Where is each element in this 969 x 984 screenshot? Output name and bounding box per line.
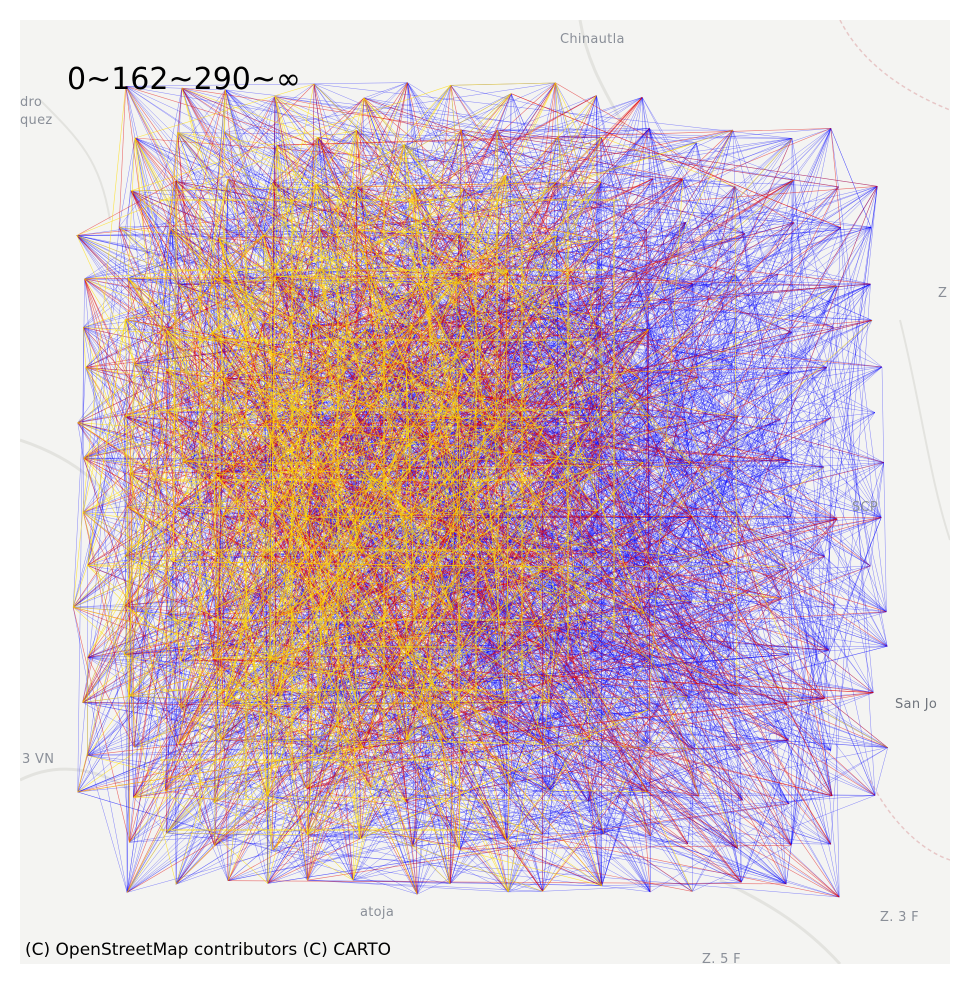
map-canvas[interactable]: Chinautla dro quez SCP San Jo 3 VN atoja… bbox=[20, 20, 950, 964]
place-label-z5f: Z. 5 F bbox=[702, 952, 741, 964]
place-label-3vn: 3 VN bbox=[22, 752, 55, 767]
place-label-chinautla: Chinautla bbox=[560, 32, 625, 47]
flow-network-map bbox=[20, 20, 950, 964]
place-label-z3f: Z. 3 F bbox=[880, 910, 919, 925]
place-label-san-jose: San Jo bbox=[895, 697, 938, 712]
place-label-top-left-2: quez bbox=[20, 113, 53, 128]
flow-edges-high bbox=[72, 82, 888, 895]
place-label-right-top: Z bbox=[938, 286, 948, 301]
place-label-top-left: dro bbox=[20, 95, 43, 110]
place-label-scp: SCP bbox=[852, 500, 879, 515]
map-attribution: (C) OpenStreetMap contributors (C) CARTO bbox=[25, 940, 392, 960]
legend-title: 0~162~290~∞ bbox=[67, 62, 302, 97]
place-label-bottom-center: atoja bbox=[360, 905, 395, 920]
